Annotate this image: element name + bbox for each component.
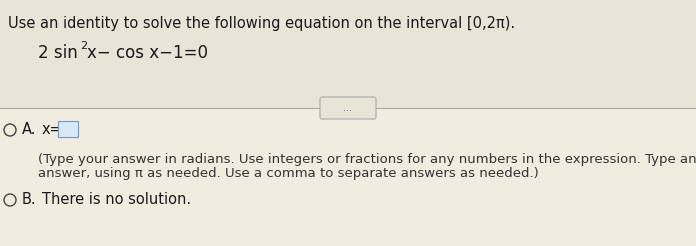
Text: x− cos x−1=0: x− cos x−1=0	[87, 44, 208, 62]
Text: 2: 2	[80, 41, 87, 51]
Text: 2 sin: 2 sin	[38, 44, 78, 62]
Text: (Type your answer in radians. Use integers or fractions for any numbers in the e: (Type your answer in radians. Use intege…	[38, 153, 696, 166]
Text: Use an identity to solve the following equation on the interval [0,2π).: Use an identity to solve the following e…	[8, 16, 515, 31]
Bar	[0, 0, 696, 108]
Text: B.: B.	[22, 193, 37, 207]
FancyBboxPatch shape	[320, 97, 376, 119]
Text: answer, using π as needed. Use a comma to separate answers as needed.): answer, using π as needed. Use a comma t…	[38, 167, 539, 180]
Text: There is no solution.: There is no solution.	[42, 193, 191, 207]
FancyBboxPatch shape	[58, 121, 78, 137]
Text: x=: x=	[42, 123, 63, 138]
Text: ...: ...	[344, 103, 352, 113]
Text: A.: A.	[22, 123, 36, 138]
